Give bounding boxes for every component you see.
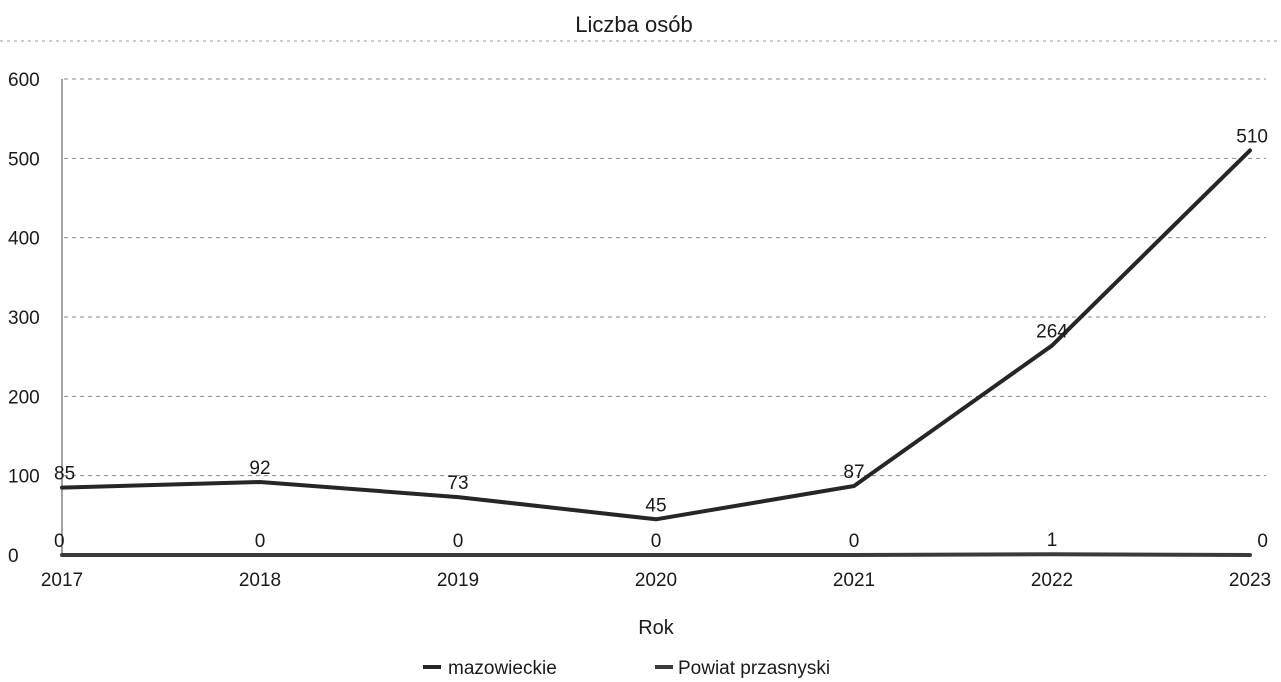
- x-axis-ticks: 2017 2018 2019 2020 2021 2022 2023: [41, 570, 1271, 591]
- x-tick-label: 2023: [1229, 570, 1271, 591]
- chart-title: Liczba osób: [575, 12, 692, 37]
- x-tick-label: 2017: [41, 570, 83, 591]
- series-line-powiat-przasnyski: [62, 554, 1250, 555]
- data-label-mazowieckie: 85: [54, 464, 75, 485]
- y-tick-label: 400: [8, 229, 40, 250]
- x-tick-label: 2019: [437, 570, 479, 591]
- data-label-powiat-przasnyski: 0: [1257, 531, 1268, 552]
- data-label-mazowieckie: 87: [843, 462, 864, 483]
- data-label-powiat-przasnyski: 0: [453, 531, 464, 552]
- y-tick-label: 0: [8, 546, 19, 567]
- data-label-mazowieckie: 264: [1036, 322, 1068, 343]
- data-label-mazowieckie: 92: [249, 458, 270, 479]
- y-axis-ticks: 0 100 200 300 400 500 600: [8, 70, 40, 567]
- y-tick-label: 300: [8, 308, 40, 329]
- data-label-mazowieckie: 73: [447, 473, 468, 494]
- x-tick-label: 2022: [1031, 570, 1073, 591]
- data-label-powiat-przasnyski: 0: [849, 531, 860, 552]
- y-tick-label: 200: [8, 387, 40, 408]
- series-line-mazowieckie: [62, 150, 1250, 519]
- legend: mazowieckie Powiat przasnyski: [423, 658, 830, 679]
- data-label-mazowieckie: 510: [1236, 126, 1268, 147]
- legend-label-powiat-przasnyski: Powiat przasnyski: [678, 658, 830, 679]
- legend-swatch-powiat-przasnyski: [655, 665, 673, 669]
- data-label-powiat-przasnyski: 0: [255, 531, 266, 552]
- y-tick-label: 100: [8, 467, 40, 488]
- x-tick-label: 2018: [239, 570, 281, 591]
- data-label-mazowieckie: 45: [645, 495, 666, 516]
- x-axis-title: Rok: [638, 617, 675, 639]
- data-label-powiat-przasnyski: 0: [651, 531, 662, 552]
- x-tick-label: 2020: [635, 570, 677, 591]
- y-tick-label: 500: [8, 149, 40, 170]
- legend-label-mazowieckie: mazowieckie: [448, 658, 557, 679]
- grid-lines: [64, 79, 1266, 476]
- data-label-powiat-przasnyski: 0: [54, 531, 65, 552]
- legend-swatch-mazowieckie: [423, 665, 441, 669]
- x-tick-label: 2021: [833, 570, 875, 591]
- data-labels: 85 92 73 45 87 264 510 0 0 0 0 0 1 0: [54, 126, 1268, 552]
- data-label-powiat-przasnyski: 1: [1047, 530, 1058, 551]
- y-tick-label: 600: [8, 70, 40, 91]
